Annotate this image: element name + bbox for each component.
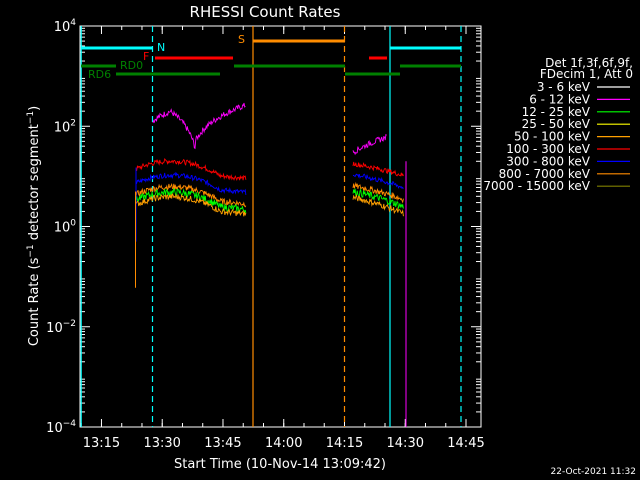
x-tick-label-3: 14:00 bbox=[265, 436, 302, 451]
legend-label-2: 12 - 25 keV bbox=[522, 105, 591, 119]
legend-label-6: 300 - 800 keV bbox=[506, 154, 590, 168]
series-100-300-b bbox=[352, 161, 404, 177]
x-tick-label-2: 13:45 bbox=[204, 436, 241, 451]
x-axis-label: Start Time (10-Nov-14 13:09:42) bbox=[174, 457, 386, 472]
y-tick-label-4: 10−4 bbox=[46, 419, 76, 436]
attenuator-label-S: S bbox=[238, 33, 245, 46]
legend-label-5: 100 - 300 keV bbox=[506, 142, 590, 156]
legend-label-8: 7000 - 15000 keV bbox=[483, 179, 590, 193]
legend-label-0: 3 - 6 keV bbox=[537, 80, 591, 94]
y-tick-label-3: 10−2 bbox=[46, 319, 76, 336]
series-black-3-6-b bbox=[352, 130, 387, 148]
chart-title: RHESSI Count Rates bbox=[190, 3, 341, 21]
y-tick-label-0: 104 bbox=[54, 18, 77, 35]
x-tick-label-6: 14:45 bbox=[447, 436, 484, 451]
x-tick-label-0: 13:15 bbox=[83, 436, 120, 451]
y-axis-label: Count Rate (s−1 detector segment−1) bbox=[26, 106, 42, 346]
x-tick-label-1: 13:30 bbox=[143, 436, 180, 451]
attenuator-label-RD6: RD6 bbox=[88, 68, 111, 81]
legend: Det 1f,3f,6f,9f, FDecim 1, Att 0 3 - 6 k… bbox=[483, 56, 633, 193]
attenuator-label-N: N bbox=[157, 41, 165, 54]
series-100-300 bbox=[135, 158, 247, 182]
series-black-3-6 bbox=[152, 103, 246, 133]
series-300-800-b bbox=[352, 173, 404, 190]
series-50-100-b bbox=[352, 194, 404, 217]
legend-label-7: 800 - 7000 keV bbox=[499, 167, 591, 181]
series-800-7000-b bbox=[352, 181, 404, 204]
plot-frame bbox=[79, 25, 482, 428]
legend-label-3: 25 - 50 keV bbox=[522, 117, 591, 131]
y-tick-label-2: 100 bbox=[54, 219, 77, 236]
series-6-12 bbox=[152, 102, 246, 150]
attenuator-label-F: F bbox=[143, 50, 149, 63]
series-6-12-b bbox=[352, 133, 387, 156]
x-tick-label-4: 14:15 bbox=[326, 436, 363, 451]
attenuator-label-RD0: RD0 bbox=[120, 59, 143, 72]
footer-date: 22-Oct-2021 11:32 bbox=[551, 467, 636, 477]
legend-label-1: 6 - 12 keV bbox=[529, 92, 591, 106]
legend-header-line1: Det 1f,3f,6f,9f, bbox=[545, 56, 633, 70]
series-50-100 bbox=[135, 192, 247, 217]
series-800-7000 bbox=[135, 183, 247, 208]
legend-label-4: 50 - 100 keV bbox=[514, 130, 591, 144]
legend-header-line2: FDecim 1, Att 0 bbox=[540, 67, 633, 81]
series-300-800 bbox=[135, 171, 247, 195]
y-tick-label-1: 102 bbox=[54, 118, 76, 135]
series-12-25-b bbox=[352, 188, 404, 210]
x-tick-label-5: 14:30 bbox=[387, 436, 424, 451]
